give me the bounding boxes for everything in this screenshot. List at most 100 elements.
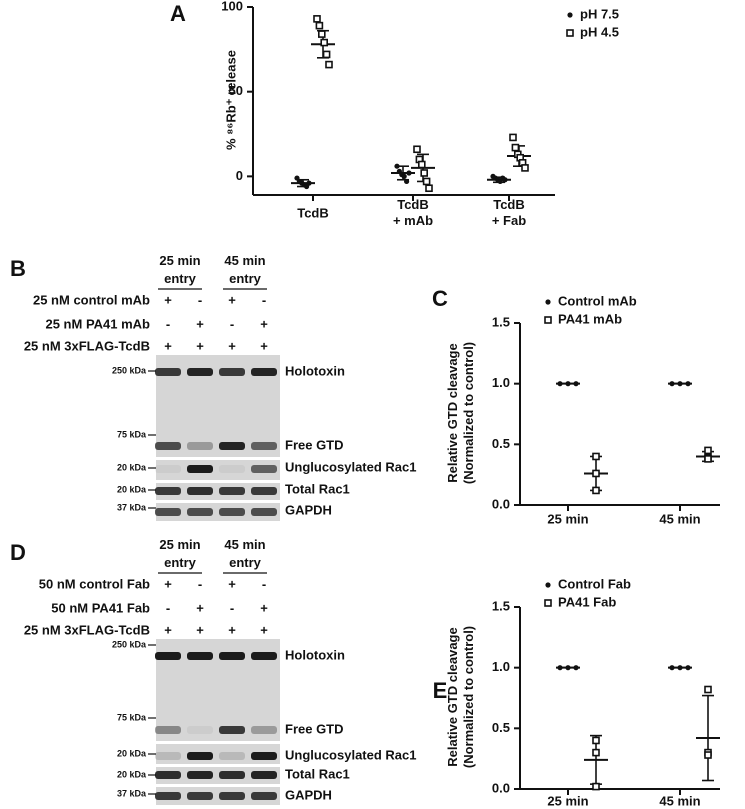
lane-header: 45 min entry xyxy=(224,253,265,286)
sign: + xyxy=(228,622,236,637)
sign: + xyxy=(164,622,172,637)
data-point xyxy=(565,381,571,387)
sign: + xyxy=(164,292,172,307)
sign: - xyxy=(166,316,170,331)
data-point xyxy=(502,177,508,183)
data-point xyxy=(592,748,600,757)
data-point xyxy=(685,381,691,387)
data-point xyxy=(557,665,563,671)
y-tick-label: 1.0 xyxy=(492,659,510,674)
data-point xyxy=(677,381,683,387)
band xyxy=(251,508,277,516)
data-point xyxy=(394,163,400,169)
blot-strip xyxy=(156,460,280,480)
y-tick-label: 1.5 xyxy=(492,598,510,613)
band xyxy=(155,368,181,376)
band xyxy=(187,792,213,800)
band xyxy=(219,465,245,473)
lane-header: 25 min entry xyxy=(159,537,200,570)
sign: - xyxy=(262,292,266,307)
data-point xyxy=(669,665,675,671)
data-point xyxy=(422,177,431,186)
kda-marker: 37 kDa xyxy=(117,788,147,798)
data-point xyxy=(566,29,574,37)
band xyxy=(251,368,277,376)
sign: - xyxy=(262,576,266,591)
kda-marker: 20 kDa xyxy=(117,769,147,779)
band xyxy=(187,726,213,734)
band xyxy=(251,726,277,734)
sign: + xyxy=(260,600,268,615)
band xyxy=(219,792,245,800)
band-label: Total Rac1 xyxy=(285,766,350,781)
data-point xyxy=(557,381,563,387)
blot-strip xyxy=(156,503,280,521)
data-point xyxy=(544,599,552,607)
band xyxy=(251,652,277,660)
data-point xyxy=(306,180,312,186)
band xyxy=(251,465,277,473)
band xyxy=(219,652,245,660)
y-axis-label: Relative GTD cleavage(Normalized to cont… xyxy=(445,626,476,768)
x-tick-label: 25 min xyxy=(547,511,588,526)
sign: + xyxy=(260,622,268,637)
data-point xyxy=(592,736,600,745)
kda-marker: 37 kDa xyxy=(117,502,147,512)
band-label: Free GTD xyxy=(285,721,344,736)
panel-letter: E xyxy=(433,678,448,703)
band-label: Total Rac1 xyxy=(285,481,350,496)
band xyxy=(219,726,245,734)
sign: + xyxy=(228,576,236,591)
kda-marker: 75 kDa xyxy=(117,712,147,722)
legend-label: Control Fab xyxy=(558,576,631,591)
data-point xyxy=(685,665,691,671)
kda-marker: 20 kDa xyxy=(117,462,147,472)
data-point xyxy=(573,381,579,387)
sign: - xyxy=(230,600,234,615)
band xyxy=(251,771,277,779)
panel-letter: C xyxy=(432,286,448,311)
data-point xyxy=(417,160,426,169)
lane-header: 25 min entry xyxy=(159,253,200,286)
kda-marker: 250 kDa xyxy=(112,365,147,375)
data-point xyxy=(704,751,712,759)
data-point xyxy=(509,133,517,142)
data-point xyxy=(317,30,326,38)
band xyxy=(219,508,245,516)
blot-strip xyxy=(156,744,280,764)
sign: - xyxy=(198,576,202,591)
y-tick-label: 0.5 xyxy=(492,436,510,451)
band-label: Free GTD xyxy=(285,437,344,452)
blot-strip xyxy=(156,483,280,500)
band xyxy=(187,752,213,760)
sign: + xyxy=(164,338,172,353)
data-point xyxy=(704,685,712,694)
legend-label: pH 7.5 xyxy=(580,6,619,21)
band xyxy=(187,442,213,450)
band-label: Holotoxin xyxy=(285,363,345,378)
condition-label: 25 nM 3xFLAG-TcdB xyxy=(24,338,150,353)
data-point xyxy=(565,665,571,671)
x-tick-label: TcdB + mAb xyxy=(393,197,433,228)
band xyxy=(219,487,245,495)
data-point xyxy=(592,486,600,495)
band xyxy=(155,508,181,516)
y-axis-label: % ⁸⁶Rb⁺ release xyxy=(223,50,238,150)
x-tick-label: 45 min xyxy=(659,793,700,808)
band xyxy=(219,442,245,450)
y-tick-label: 0.0 xyxy=(492,496,510,511)
data-point xyxy=(677,665,683,671)
kda-marker: 250 kDa xyxy=(112,639,147,649)
band-label: Unglucosylated Rac1 xyxy=(285,747,417,762)
sign: + xyxy=(196,338,204,353)
data-point xyxy=(545,582,551,588)
blot-strip xyxy=(156,787,280,805)
panel-letter: A xyxy=(170,1,186,26)
legend-label: Control mAb xyxy=(558,293,637,308)
data-point xyxy=(406,170,412,176)
band xyxy=(155,442,181,450)
band xyxy=(155,726,181,734)
y-axis-label: Relative GTD cleavage(Normalized to cont… xyxy=(445,342,476,484)
y-tick-label: 0.0 xyxy=(492,780,510,795)
data-point xyxy=(325,60,333,69)
